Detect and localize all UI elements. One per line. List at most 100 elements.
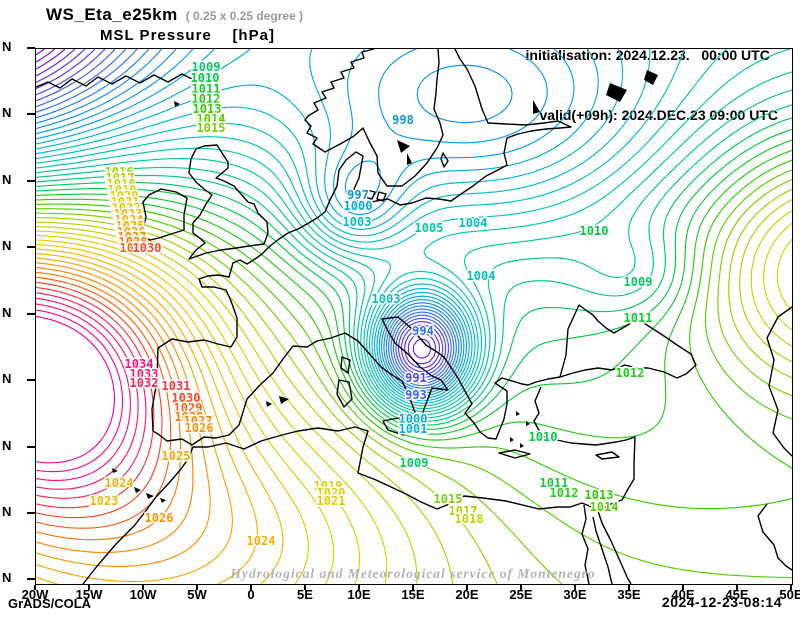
- contour-label-991: 991: [405, 371, 427, 385]
- isobar-1014: [36, 169, 792, 579]
- coastline-path: [304, 49, 444, 187]
- x-tick-label-5W: 5W: [187, 587, 207, 602]
- contour-label-994: 994: [412, 324, 434, 338]
- isobar-997: [36, 49, 513, 392]
- isobar-1024: [36, 252, 258, 584]
- contour-label-1010: 1010: [529, 430, 558, 444]
- isobar-1018: [36, 210, 792, 584]
- coastline-path: [188, 144, 269, 260]
- y-tick-mark: [27, 113, 35, 115]
- contour-label-1001: 1001: [399, 422, 428, 436]
- contour-label-1033: 1033: [130, 367, 159, 381]
- isobar-1001: [36, 49, 624, 402]
- isobar-1012: [36, 149, 792, 441]
- contour-label-1021: 1021: [111, 195, 140, 209]
- contour-label-1015: 1015: [197, 121, 226, 135]
- island-or-lake: [606, 83, 627, 102]
- x-tick-mark: [574, 585, 576, 590]
- contour-label-1009: 1009: [192, 60, 221, 74]
- coastlines: [36, 49, 792, 584]
- isobar-1034: [36, 303, 131, 481]
- isobar-999: [36, 49, 575, 397]
- isobar-1025: [36, 257, 233, 583]
- coastline-path: [581, 504, 590, 584]
- isobar-1032: [36, 292, 147, 499]
- x-tick-label-35E: 35E: [617, 587, 641, 602]
- contour-label-1019: 1019: [108, 183, 137, 197]
- coastline-path: [757, 503, 792, 571]
- contour-label-1020: 1020: [317, 486, 346, 500]
- island-or-lake: [160, 498, 166, 503]
- contour-label-1023: 1023: [114, 207, 143, 221]
- isobar-1003: [36, 49, 685, 407]
- coastline-path: [340, 356, 351, 374]
- isobar-998: [36, 49, 548, 394]
- y-tick-mark: [27, 512, 35, 514]
- x-tick-label-50E: 50E: [779, 587, 800, 602]
- isobar-1029: [36, 276, 172, 529]
- island-or-lake: [510, 437, 514, 442]
- isobar-1011: [36, 139, 792, 435]
- contour-label-1022: 1022: [112, 201, 141, 215]
- y-tick-mark: [27, 246, 35, 248]
- contour-label-1003: 1003: [372, 292, 401, 306]
- model-name: WS_Eta_e25km: [46, 5, 178, 24]
- x-tick-mark: [736, 585, 738, 590]
- x-tick-mark: [34, 585, 36, 590]
- x-tick-label-25E: 25E: [509, 587, 533, 602]
- island-or-lake: [644, 70, 658, 85]
- contour-label-1026: 1026: [145, 511, 174, 525]
- island-or-lake: [397, 140, 410, 153]
- island-or-lake: [526, 421, 530, 426]
- contour-label-1009: 1009: [400, 456, 429, 470]
- x-tick-label-10E: 10E: [347, 587, 371, 602]
- contour-label-1013: 1013: [585, 488, 614, 502]
- contour-label-1024: 1024: [105, 476, 134, 490]
- contour-label-1014: 1014: [590, 500, 619, 514]
- isobar-1013: [36, 159, 792, 510]
- contour-label-1005: 1005: [415, 221, 444, 235]
- contour-label-1000: 1000: [344, 199, 373, 213]
- contour-label-1004: 1004: [467, 269, 496, 283]
- coastline-path: [376, 191, 387, 202]
- y-tick-label: N: [2, 371, 12, 386]
- y-tick-mark: [27, 379, 35, 381]
- isobar-994: [36, 49, 455, 384]
- island-or-lake: [266, 401, 272, 407]
- coastline-path: [592, 516, 613, 584]
- x-tick-label-30E: 30E: [563, 587, 587, 602]
- isobar-1004: [36, 49, 727, 410]
- contour-label-1016: 1016: [105, 165, 134, 179]
- contour-label-1019: 1019: [314, 479, 343, 493]
- isobar-985: [36, 49, 45, 56]
- isobar-1020: [36, 234, 792, 584]
- coastline-path: [139, 188, 188, 241]
- isobar-1006: [36, 71, 792, 416]
- y-tick-mark: [27, 578, 35, 580]
- creation-timestamp: 2024-12-23-08:14: [661, 594, 782, 610]
- y-tick-label: N: [2, 105, 12, 120]
- initialisation-line: initialisation: 2024.12.23. 00:00 UTC: [525, 47, 770, 63]
- grads-credit: GrADS/COLA: [8, 596, 92, 611]
- x-tick-label-0: 0: [247, 587, 255, 602]
- pressure-contour-map: 1009101010111012101310141015998997100010…: [36, 49, 792, 584]
- island-or-lake: [536, 431, 540, 436]
- contour-label-1024: 1024: [115, 213, 144, 227]
- contour-label-1028: 1028: [175, 410, 204, 424]
- isobar-1019: [36, 222, 792, 584]
- contour-label-1030: 1030: [133, 241, 162, 255]
- contour-label-1027: 1027: [184, 414, 213, 428]
- contour-label-1026: 1026: [117, 225, 146, 239]
- isobar-986: [36, 49, 56, 63]
- contour-label-1030: 1030: [172, 391, 201, 405]
- isobar-989: [36, 49, 440, 369]
- contour-label-1018: 1018: [455, 512, 484, 526]
- island-or-lake: [134, 487, 141, 493]
- coastline-path: [498, 449, 531, 459]
- y-tick-label: N: [2, 172, 12, 187]
- island-or-lake: [516, 411, 520, 416]
- x-tick-mark: [304, 585, 306, 590]
- x-tick-label-15W: 15W: [75, 587, 103, 602]
- contour-label-1018: 1018: [107, 177, 136, 191]
- contour-label-1013: 1013: [193, 102, 222, 116]
